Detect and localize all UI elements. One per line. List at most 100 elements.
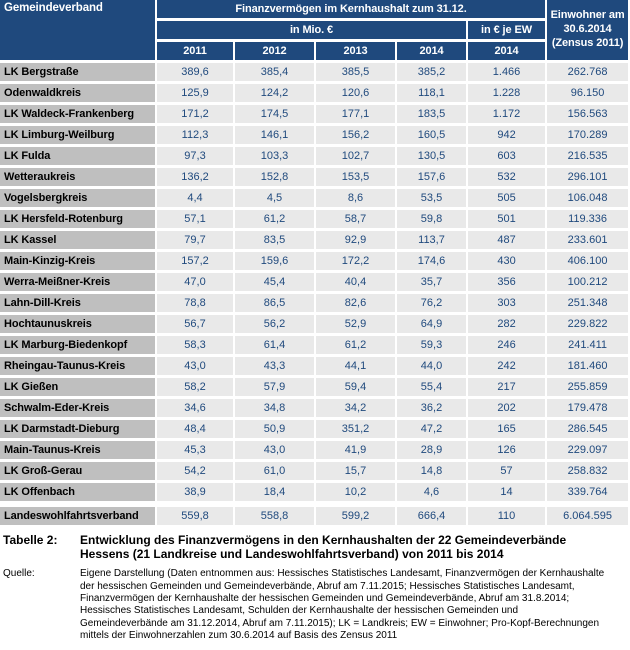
cell-2013-mio: 120,6 <box>316 84 395 102</box>
cell-2014-eur-je-ew: 501 <box>468 210 546 228</box>
cell-einwohner-2014: 156.563 <box>547 105 629 123</box>
cell-2012-mio: 34,8 <box>235 399 314 417</box>
row-label: Schwalm-Eder-Kreis <box>0 399 155 417</box>
row-label: LK Hersfeld-Rotenburg <box>0 210 155 228</box>
cell-2012-mio: 50,9 <box>235 420 314 438</box>
cell-2011-mio: 34,6 <box>157 399 233 417</box>
header-in-mio-eur: in Mio. € <box>157 21 466 39</box>
cell-2014-eur-je-ew: 487 <box>468 231 546 249</box>
cell-einwohner-2014: 119.336 <box>547 210 629 228</box>
cell-2013-mio: 61,2 <box>316 336 395 354</box>
cell-einwohner-2014: 216.535 <box>547 147 629 165</box>
cell-2012-mio: 43,0 <box>235 441 314 459</box>
row-label: LK Waldeck-Frankenberg <box>0 105 155 123</box>
cell-einwohner-2014: 181.460 <box>547 357 629 375</box>
cell-2012-mio: 103,3 <box>235 147 314 165</box>
cell-2014-eur-je-ew: 110 <box>468 507 546 525</box>
cell-2012-mio: 18,4 <box>235 483 314 501</box>
cell-2014-mio: 47,2 <box>397 420 466 438</box>
cell-2014-eur-je-ew: 1.172 <box>468 105 546 123</box>
cell-einwohner-2014: 262.768 <box>547 63 629 81</box>
table-row: Schwalm-Eder-Kreis 34,6 34,8 34,2 36,2 202 179… <box>0 399 629 417</box>
table-row: LK Limburg-Weilburg 112,3 146,1 156,2 160,5 9… <box>0 126 629 144</box>
cell-2013-mio: 40,4 <box>316 273 395 291</box>
table-caption: Tabelle 2: Entwicklung des Finanzvermöge… <box>3 533 623 561</box>
cell-2014-mio: 183,5 <box>397 105 466 123</box>
cell-2014-eur-je-ew: 303 <box>468 294 546 312</box>
cell-2012-mio: 152,8 <box>235 168 314 186</box>
cell-2014-eur-je-ew: 1.466 <box>468 63 546 81</box>
cell-2014-eur-je-ew: 202 <box>468 399 546 417</box>
cell-2014-mio: 118,1 <box>397 84 466 102</box>
cell-2014-mio: 76,2 <box>397 294 466 312</box>
table-row: LK Hersfeld-Rotenburg 57,1 61,2 58,7 59,8 501… <box>0 210 629 228</box>
cell-2014-mio: 59,3 <box>397 336 466 354</box>
cell-2013-mio: 385,5 <box>316 63 395 81</box>
cell-2012-mio: 385,4 <box>235 63 314 81</box>
row-label: Rheingau-Taunus-Kreis <box>0 357 155 375</box>
cell-2011-mio: 157,2 <box>157 252 233 270</box>
cell-2014-mio: 55,4 <box>397 378 466 396</box>
caption-label: Tabelle 2: <box>3 533 58 547</box>
header-gemeindeverband: Gemeindeverband <box>0 0 155 60</box>
cell-einwohner-2014: 229.097 <box>547 441 629 459</box>
table-row: LK Marburg-Biedenkopf 58,3 61,4 61,2 59,3 246… <box>0 336 629 354</box>
row-label: Hochtaunuskreis <box>0 315 155 333</box>
cell-2011-mio: 56,7 <box>157 315 233 333</box>
cell-2014-mio: 130,5 <box>397 147 466 165</box>
table-row: LK Groß-Gerau 54,2 61,0 15,7 14,8 57 258.832 <box>0 462 629 480</box>
cell-einwohner-2014: 106.048 <box>547 189 629 207</box>
row-label: Odenwaldkreis <box>0 84 155 102</box>
cell-2014-mio: 64,9 <box>397 315 466 333</box>
table-row: Main-Taunus-Kreis 45,3 43,0 41,9 28,9 126 229.… <box>0 441 629 459</box>
cell-einwohner-2014: 258.832 <box>547 462 629 480</box>
header-year-2014: 2014 <box>397 42 466 60</box>
cell-einwohner-2014: 96.150 <box>547 84 629 102</box>
cell-2013-mio: 44,1 <box>316 357 395 375</box>
cell-2013-mio: 52,9 <box>316 315 395 333</box>
cell-einwohner-2014: 339.764 <box>547 483 629 501</box>
cell-2012-mio: 43,3 <box>235 357 314 375</box>
cell-2011-mio: 43,0 <box>157 357 233 375</box>
cell-2013-mio: 10,2 <box>316 483 395 501</box>
cell-2014-mio: 53,5 <box>397 189 466 207</box>
cell-einwohner-2014: 233.601 <box>547 231 629 249</box>
header-year-2013: 2013 <box>316 42 395 60</box>
cell-2012-mio: 146,1 <box>235 126 314 144</box>
cell-2013-mio: 351,2 <box>316 420 395 438</box>
row-label: Lahn-Dill-Kreis <box>0 294 155 312</box>
cell-2012-mio: 124,2 <box>235 84 314 102</box>
cell-2014-mio: 35,7 <box>397 273 466 291</box>
cell-2014-mio: 4,6 <box>397 483 466 501</box>
cell-einwohner-2014: 179.478 <box>547 399 629 417</box>
row-label: LK Limburg-Weilburg <box>0 126 155 144</box>
table-row: Werra-Meißner-Kreis 47,0 45,4 40,4 35,7 356 10… <box>0 273 629 291</box>
row-label: LK Kassel <box>0 231 155 249</box>
cell-2012-mio: 61,2 <box>235 210 314 228</box>
row-label: LK Groß-Gerau <box>0 462 155 480</box>
cell-einwohner-2014: 241.411 <box>547 336 629 354</box>
cell-2013-mio: 153,5 <box>316 168 395 186</box>
cell-2013-mio: 92,9 <box>316 231 395 249</box>
cell-2014-eur-je-ew: 430 <box>468 252 546 270</box>
table-row: Lahn-Dill-Kreis 78,8 86,5 82,6 76,2 303 251.34… <box>0 294 629 312</box>
cell-2013-mio: 172,2 <box>316 252 395 270</box>
cell-2013-mio: 177,1 <box>316 105 395 123</box>
cell-2014-mio: 385,2 <box>397 63 466 81</box>
cell-einwohner-2014: 229.822 <box>547 315 629 333</box>
cell-2014-eur-je-ew: 942 <box>468 126 546 144</box>
cell-2014-eur-je-ew: 505 <box>468 189 546 207</box>
table-row: LK Gießen 58,2 57,9 59,4 55,4 217 255.859 <box>0 378 629 396</box>
row-label: Main-Kinzig-Kreis <box>0 252 155 270</box>
caption-text: Entwicklung des Finanzvermögens in den K… <box>80 533 567 562</box>
cell-2012-mio: 45,4 <box>235 273 314 291</box>
cell-2013-mio: 156,2 <box>316 126 395 144</box>
table-row: LK Bergstraße 389,6 385,4 385,5 385,2 1.466 26… <box>0 63 629 81</box>
row-label: Wetteraukreis <box>0 168 155 186</box>
table-row: Odenwaldkreis 125,9 124,2 120,6 118,1 1.228 96… <box>0 84 629 102</box>
cell-2014-mio: 160,5 <box>397 126 466 144</box>
table-row: LK Fulda 97,3 103,3 102,7 130,5 603 216.535 <box>0 147 629 165</box>
finanzvermoegen-table: Gemeindeverband Finanzvermögen im Kernha… <box>0 0 629 525</box>
row-label: LK Bergstraße <box>0 63 155 81</box>
cell-2014-eur-je-ew: 126 <box>468 441 546 459</box>
